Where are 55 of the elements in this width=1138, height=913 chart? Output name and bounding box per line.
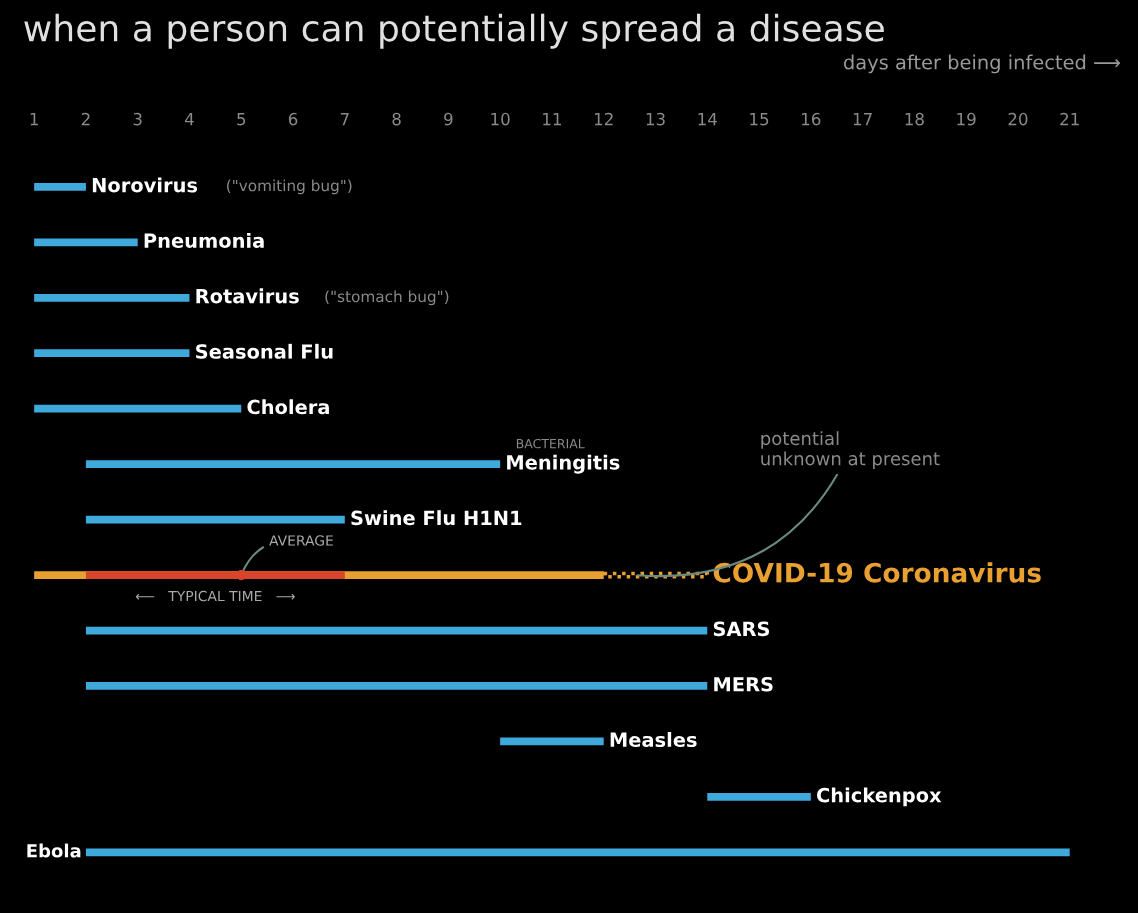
y-tick-label: Pneumonia [144,232,264,248]
annotation: ("stomach bug") [325,290,449,306]
y-tick-label: Cholera [247,399,329,415]
bar [85,848,1070,857]
y-tick-label: Ebola [27,843,81,858]
y-tick-label: Seasonal Flu [196,343,333,359]
x-tick-label: 18 [905,112,924,126]
bar [85,682,708,690]
x-tick-label: 21 [1060,112,1079,126]
bar [85,460,501,469]
y-tick-label: Norovirus [92,177,198,193]
x-tick-label: 2 [81,112,90,126]
y-tick-label: Rotavirus [196,288,299,304]
x-tick-label: 3 [133,112,142,126]
x-tick-label: 9 [444,112,453,126]
y-tick-label: Measles [610,732,697,748]
x-tick-label: 7 [340,113,349,126]
x-axis-title: days after being infected ⟶ [843,54,1120,74]
annotation: potential unknown at present [761,431,940,469]
annotation: AVERAGE [269,535,333,546]
annotation: BACTERIAL [516,438,585,449]
bar [85,515,345,524]
y-tick-label: MERS [714,676,773,692]
x-tick-label: 8 [392,112,401,126]
x-tick-label: 14 [698,113,717,126]
bar [85,571,345,579]
bar [34,182,86,191]
annotation: ⟵ TYPICAL TIME ⟶ [135,590,295,602]
x-tick-label: 6 [288,112,298,126]
x-tick-label: 19 [957,112,976,126]
x-tick-label: 20 [1008,112,1028,126]
x-tick-label: 17 [853,113,872,126]
y-tick-label: Chickenpox [816,787,942,807]
bar [34,404,242,413]
chart-title: when a person can potentially spread a disease [24,13,884,49]
y-tick-label: COVID-19 Coronavirus [713,562,1041,583]
y-tick-label: Meningitis [507,454,620,474]
bar [85,626,708,635]
bar [34,293,190,302]
y-tick-label: Swine Flu H1N1 [351,510,522,526]
annotation: ("vomiting bug") [227,179,352,195]
x-tick-label: 13 [646,112,665,126]
x-tick-label: 11 [543,113,561,126]
x-tick-label: 15 [750,113,769,126]
x-tick-label: 4 [184,113,194,126]
bar [34,238,138,247]
bar [707,793,811,801]
x-tick-label: 1 [30,113,38,126]
x-tick-label: 5 [237,113,246,126]
x-tick-label: 10 [491,112,510,126]
bar [500,737,604,746]
x-tick-label: 16 [802,112,821,126]
bar [34,349,190,358]
x-tick-label: 12 [594,112,613,126]
y-tick-label: SARS [713,621,770,637]
